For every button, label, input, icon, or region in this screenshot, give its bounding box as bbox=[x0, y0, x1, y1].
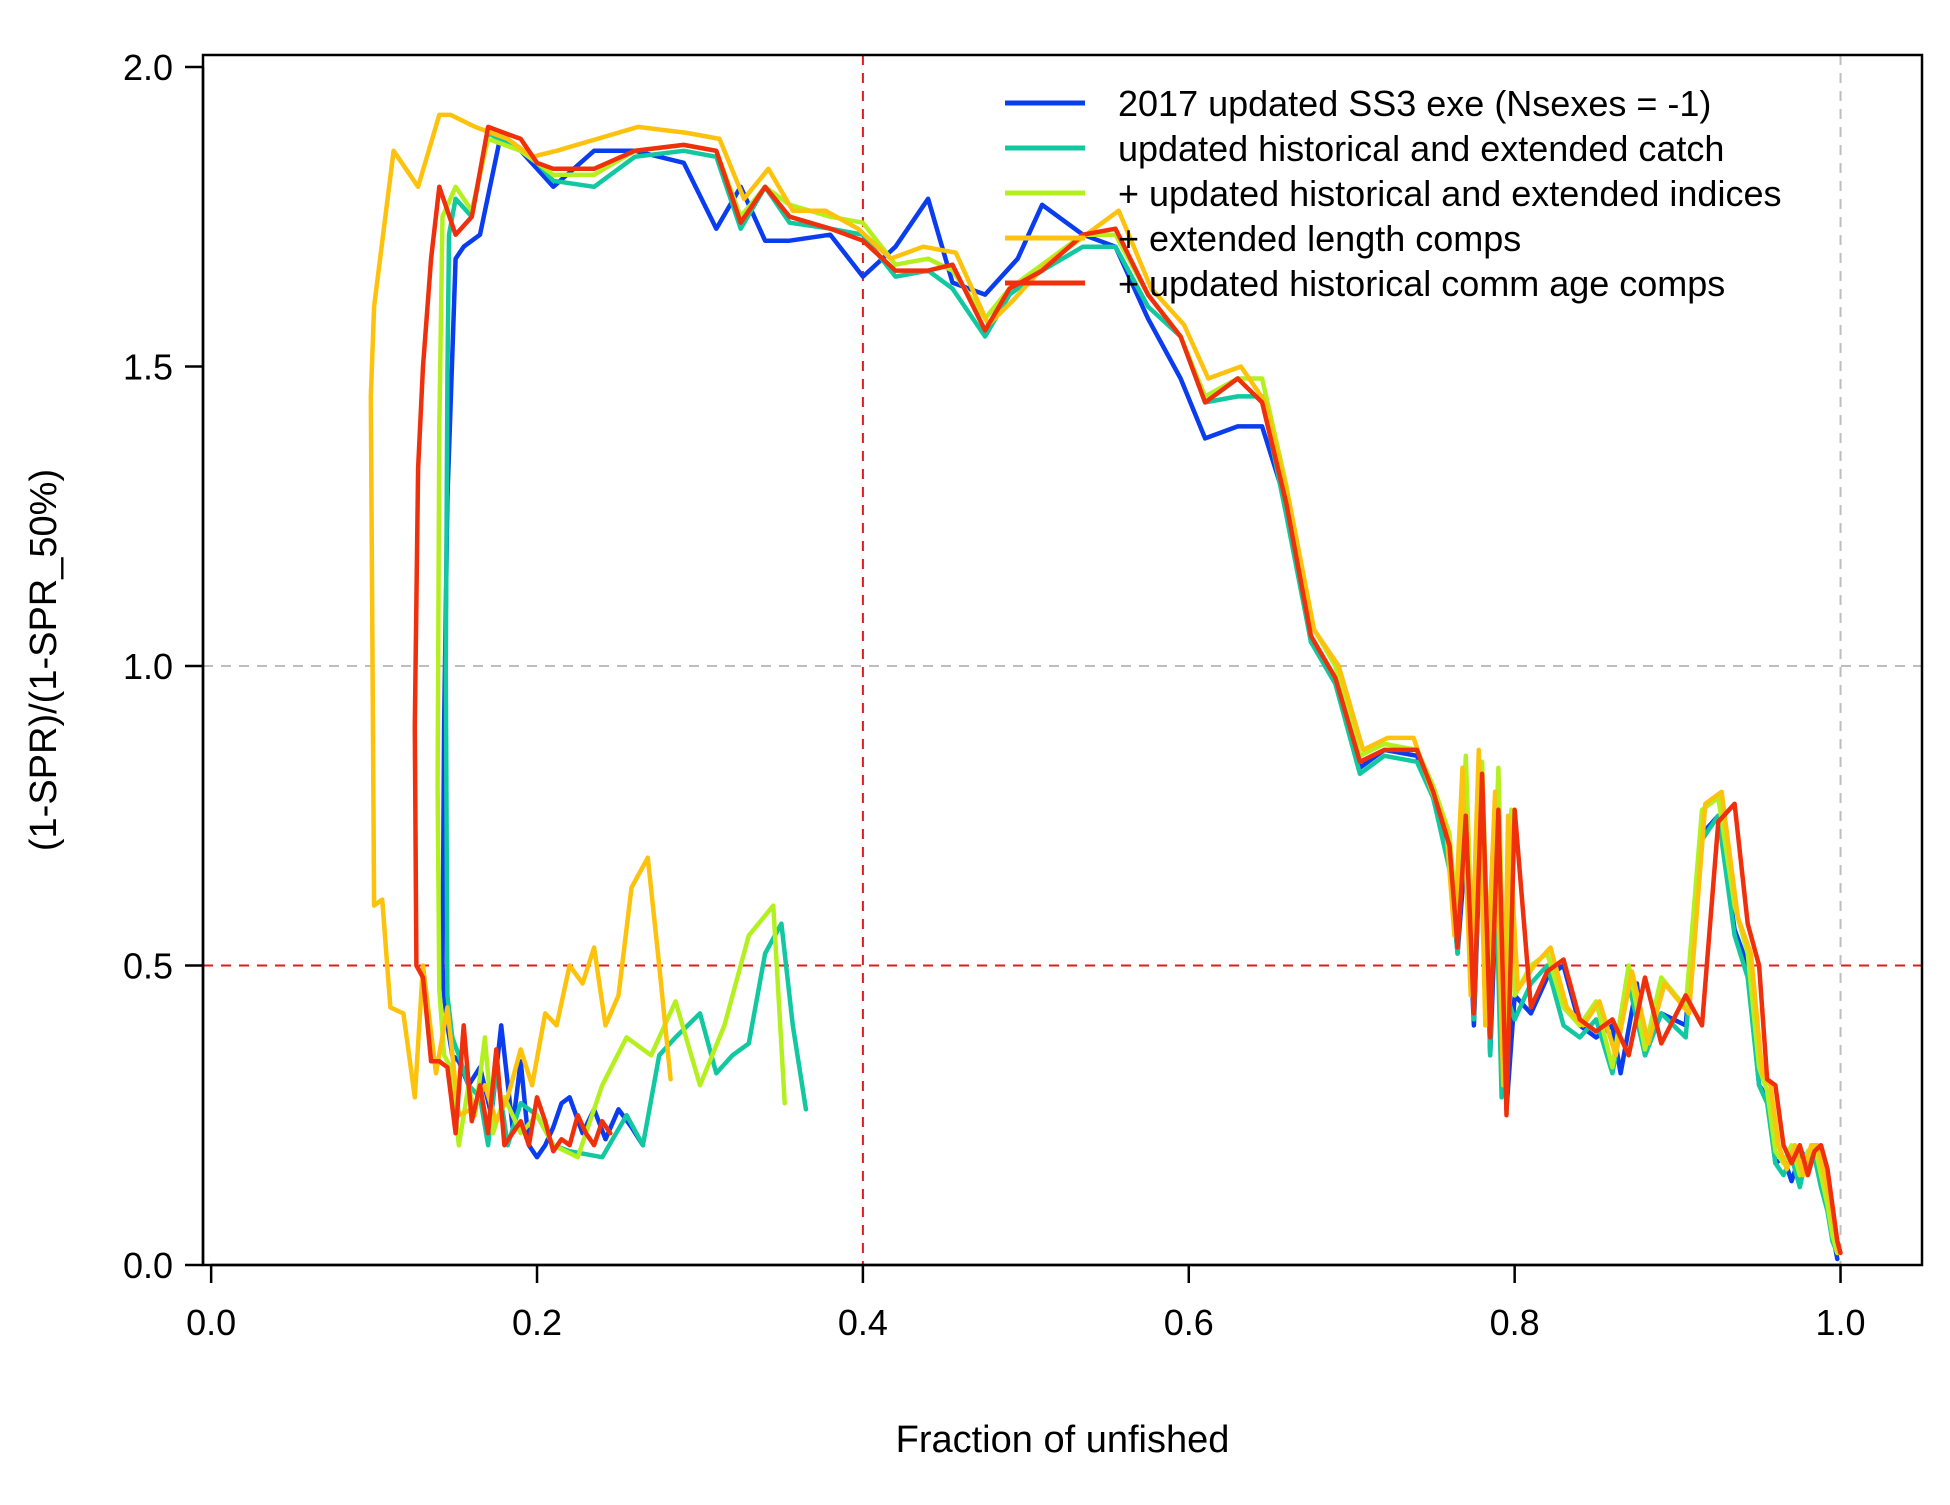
x-tick-label: 0.8 bbox=[1490, 1302, 1540, 1343]
x-axis-label: Fraction of unfished bbox=[896, 1419, 1230, 1461]
legend-label-3: + updated historical and extended indice… bbox=[1118, 173, 1781, 214]
reference-lines bbox=[203, 55, 1922, 1265]
y-tick-label: 2.0 bbox=[123, 47, 173, 88]
x-tick-label: 0.0 bbox=[186, 1302, 236, 1343]
y-tick-label: 1.0 bbox=[123, 646, 173, 687]
series-line-5 bbox=[412, 124, 1843, 1256]
y-axis-label: (1-SPR)/(1-SPR_50%) bbox=[23, 469, 65, 851]
y-tick-label: 1.5 bbox=[123, 346, 173, 387]
y-tick-label: 0.5 bbox=[123, 945, 173, 986]
series-lines bbox=[368, 112, 1843, 1262]
x-tick-label: 0.2 bbox=[512, 1302, 562, 1343]
x-tick-label: 1.0 bbox=[1816, 1302, 1866, 1343]
series-line-3 bbox=[435, 136, 1840, 1256]
legend-label-1: 2017 updated SS3 exe (Nsexes = -1) bbox=[1118, 83, 1711, 124]
x-tick-label: 0.6 bbox=[1164, 1302, 1214, 1343]
legend-label-5: + updated historical comm age comps bbox=[1118, 263, 1725, 304]
legend-label-2: updated historical and extended catch bbox=[1118, 128, 1724, 169]
legend-label-4: + extended length comps bbox=[1118, 218, 1521, 259]
axes: 0.0 0.2 0.4 0.6 0.8 1.0 0.0 0.5 1.0 1.5 2.0 bbox=[123, 47, 1866, 1343]
x-tick-label: 0.4 bbox=[838, 1302, 888, 1343]
y-tick-label: 0.0 bbox=[123, 1245, 173, 1286]
legend: 2017 updated SS3 exe (Nsexes = -1)update… bbox=[1005, 83, 1781, 304]
series-line-2 bbox=[443, 130, 1840, 1256]
